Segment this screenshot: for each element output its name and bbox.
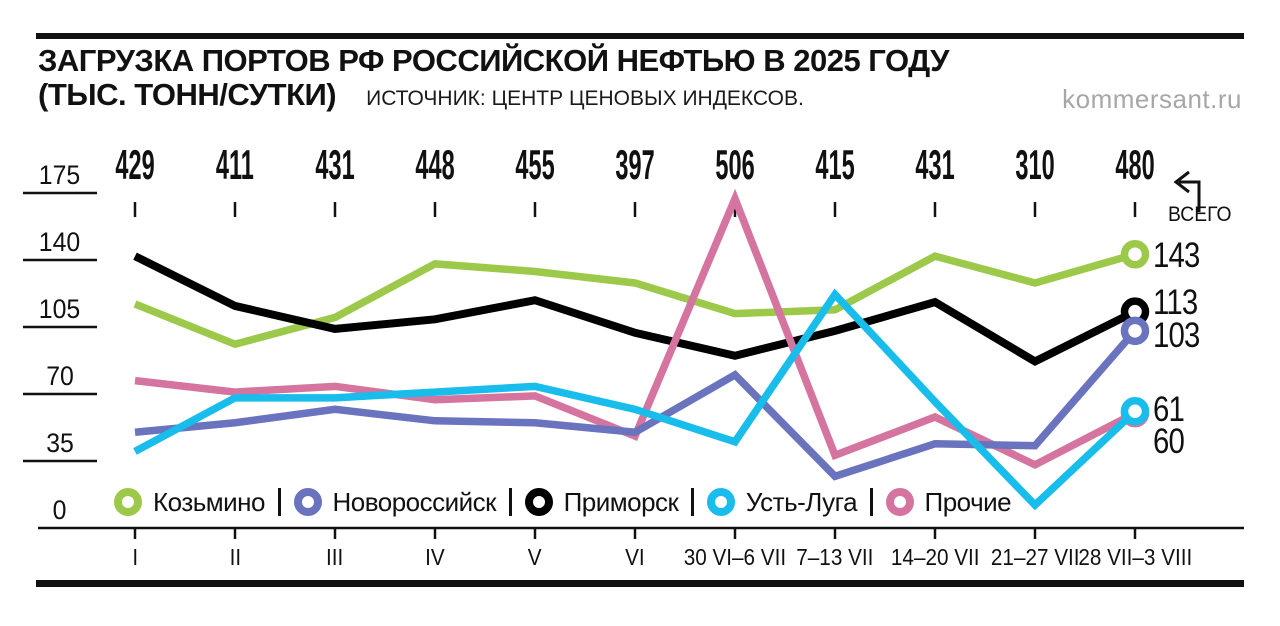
total-value: 455 xyxy=(515,141,555,188)
end-value-label-Усть-Луга: 61 xyxy=(1153,390,1185,430)
end-value-label-Приморск: 113 xyxy=(1153,282,1198,322)
y-tick-label: 0 xyxy=(53,495,67,525)
legend-divider xyxy=(278,488,281,516)
legend-ring-icon xyxy=(524,488,553,516)
total-value: 431 xyxy=(315,141,355,188)
x-axis-label: V xyxy=(528,544,542,570)
x-axis-label: II xyxy=(229,544,241,570)
kommersant-watermark-link[interactable]: kommersant.ru xyxy=(1062,84,1242,114)
total-value: 431 xyxy=(915,141,955,188)
bottom-rule xyxy=(36,580,1244,587)
vsego-arrow-icon xyxy=(1173,170,1201,212)
total-value: 397 xyxy=(615,141,655,188)
y-tick-label: 140 xyxy=(39,227,81,257)
top-rule xyxy=(36,33,1244,39)
x-axis-label: 28 VII–3 VIII xyxy=(1078,544,1192,570)
y-tick-label: 70 xyxy=(46,361,74,391)
legend-ring-icon xyxy=(293,488,322,516)
legend-item-Усть-Луга: Усть-Луга xyxy=(706,486,858,518)
legend-label: Козьмино xyxy=(153,486,266,517)
end-value-label-Козьмино: 143 xyxy=(1153,236,1200,276)
legend-divider xyxy=(870,488,873,516)
y-tick-label: 175 xyxy=(39,160,81,190)
legend-divider xyxy=(691,488,694,516)
series-line-Усть-Луга xyxy=(133,288,1138,511)
series-line-Приморск xyxy=(133,252,1137,367)
legend: Козьмино Новороссийск Приморск Усть-Луга Про… xyxy=(114,486,1012,518)
x-axis-label: 30 VI–6 VII xyxy=(683,544,787,570)
series-end-marker-Козьмино xyxy=(1120,240,1150,269)
legend-item-Приморск: Приморск xyxy=(524,486,679,518)
series-line-Козьмино xyxy=(133,250,1137,349)
y-tick-label: 105 xyxy=(39,294,81,324)
legend-item-Прочие: Прочие xyxy=(885,486,1012,518)
x-axis-label: I xyxy=(132,544,138,570)
x-axis-label: VI xyxy=(625,544,645,570)
x-axis-label: III xyxy=(326,544,344,570)
legend-label: Усть-Луга xyxy=(745,486,858,517)
legend-ring-icon xyxy=(114,488,142,516)
chart-title-block: ЗАГРУЗКА ПОРТОВ РФ РОССИЙСКОЙ НЕФТЬЮ В 2… xyxy=(38,44,949,116)
series-line-Новороссийск xyxy=(134,328,1138,481)
total-value: 480 xyxy=(1115,141,1155,188)
series-end-marker-Новороссийск xyxy=(1120,316,1150,346)
x-axis-label: 7–13 VII xyxy=(796,544,874,570)
y-tick-label: 35 xyxy=(46,428,74,458)
end-value-label-Прочие: 60 xyxy=(1153,422,1185,462)
legend-label: Прочие xyxy=(924,486,1012,517)
total-value: 448 xyxy=(415,141,455,188)
chart-title-line2: (ТЫС. ТОНН/СУТКИ) xyxy=(38,77,337,112)
legend-label: Новороссийск xyxy=(332,486,497,517)
legend-ring-icon xyxy=(885,488,914,516)
chart-title-line1: ЗАГРУЗКА ПОРТОВ РФ РОССИЙСКОЙ НЕФТЬЮ В 2… xyxy=(38,43,949,78)
total-value: 411 xyxy=(216,141,254,188)
x-axis-label: 14–20 VII xyxy=(890,544,980,570)
legend-divider xyxy=(509,488,512,516)
x-axis-label: 21–27 VII xyxy=(990,544,1080,570)
legend-item-Козьмино: Козьмино xyxy=(114,486,266,518)
total-value: 429 xyxy=(115,141,155,188)
legend-label: Приморск xyxy=(563,486,679,517)
source-note: ИСТОЧНИК: ЦЕНТР ЦЕНОВЫХ ИНДЕКСОВ. xyxy=(366,87,804,110)
legend-ring-icon xyxy=(706,488,735,516)
x-axis-label: IV xyxy=(425,544,445,570)
total-value: 415 xyxy=(815,141,855,188)
end-value-label-Новороссийск: 103 xyxy=(1153,315,1200,355)
total-value: 310 xyxy=(1015,141,1055,188)
vsego-label: ВСЕГО xyxy=(1168,203,1232,226)
total-value: 506 xyxy=(715,141,755,188)
series-end-marker-Усть-Луга xyxy=(1120,396,1150,426)
legend-item-Новороссийск: Новороссийск xyxy=(293,486,497,518)
